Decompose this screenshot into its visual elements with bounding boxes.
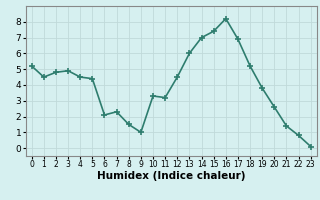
X-axis label: Humidex (Indice chaleur): Humidex (Indice chaleur) xyxy=(97,171,245,181)
